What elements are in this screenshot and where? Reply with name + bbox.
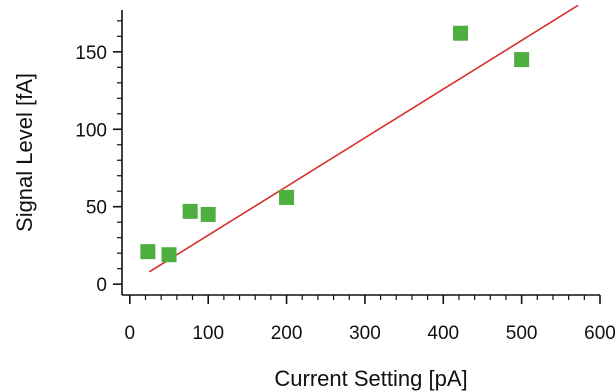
y-tick-label: 150 [75, 43, 107, 64]
y-tick-label: 50 [86, 198, 107, 219]
x-tick-label: 200 [271, 323, 303, 344]
data-point [200, 206, 216, 222]
x-ticks: 0 100 200 300 400 500 600 [125, 295, 615, 344]
y-ticks: 0 50 100 150 [75, 20, 122, 296]
data-point [161, 247, 177, 263]
x-tick-label: 100 [192, 323, 224, 344]
x-axis-title: Current Setting [pA] [274, 366, 467, 391]
y-tick-label: 100 [75, 120, 107, 141]
x-tick-label: 0 [125, 323, 136, 344]
plot-area [140, 4, 579, 273]
data-point [453, 25, 469, 41]
y-tick-label: 0 [96, 275, 107, 296]
x-tick-label: 300 [349, 323, 381, 344]
axes: 0 50 100 150 0 100 200 300 400 500 600 [75, 10, 615, 344]
fit-line [149, 4, 579, 273]
y-axis-title: Signal Level [fA] [12, 73, 37, 232]
x-tick-label: 500 [506, 323, 538, 344]
data-point [514, 52, 530, 68]
x-tick-label: 400 [427, 323, 459, 344]
data-point [140, 244, 156, 260]
data-point [279, 189, 295, 205]
x-tick-label: 600 [584, 323, 615, 344]
data-point [182, 203, 198, 219]
